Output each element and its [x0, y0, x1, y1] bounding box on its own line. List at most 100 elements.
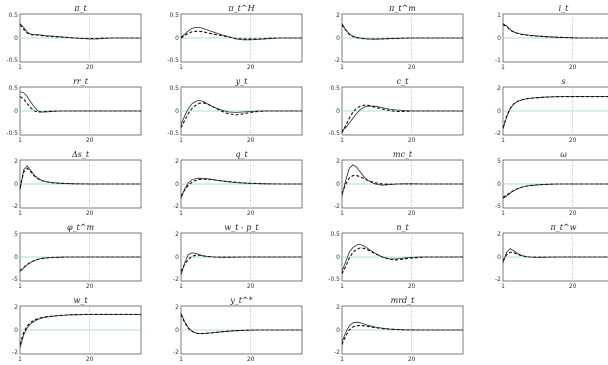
y-tick-label: 0 [336, 35, 340, 42]
y-tick-label: -2 [334, 349, 340, 356]
y-tick-label: 0 [14, 327, 18, 334]
y-tick-label: 2 [175, 158, 179, 165]
y-tick-label: 0 [14, 35, 18, 42]
panel: n_t 0.5 0 -0.51 20 [328, 223, 464, 290]
y-tick-label: 2 [175, 231, 179, 238]
x-tick-label: 20 [569, 64, 577, 71]
panel: s20-21 20 [495, 77, 608, 144]
panel: φ_t^m 5 0 -51 20 [12, 223, 142, 290]
series-line-solid [502, 96, 608, 130]
x-tick-label: 1 [340, 64, 344, 71]
x-tick-label: 20 [569, 210, 577, 217]
x-tick-label: 20 [408, 137, 416, 144]
panel: mc_t20-21 20 [334, 150, 464, 217]
y-tick-label: -2 [334, 57, 340, 64]
panel-title: c_t [397, 77, 409, 86]
series-line-dashed [502, 183, 608, 198]
y-tick-label: 2 [336, 304, 340, 311]
series-line-dashed [341, 175, 463, 194]
y-tick-label: 0 [14, 108, 18, 115]
panel-title: n_t [396, 223, 409, 232]
series-line-dashed [180, 178, 302, 197]
x-tick-label: 1 [18, 356, 22, 363]
y-tick-label: -2 [12, 203, 18, 210]
panel: π_t 0.5 0 -0.51 20 [6, 4, 142, 71]
x-tick-label: 20 [569, 137, 577, 144]
panel-title: mrd_t [391, 296, 416, 305]
panel-title: i_t [559, 4, 570, 13]
y-tick-label: 2 [497, 85, 501, 92]
y-tick-label: -2 [173, 276, 179, 283]
y-tick-label: -0.5 [328, 130, 340, 137]
panel-title: rr_t [73, 77, 89, 86]
series-line-solid [341, 23, 463, 40]
y-tick-label: 0 [175, 327, 179, 334]
panel-title: π_t [73, 4, 87, 13]
y-tick-label: -0.5 [167, 130, 179, 137]
x-tick-label: 1 [18, 64, 22, 71]
panel: π_t^w20-21 20 [495, 223, 608, 290]
series-line-dashed [19, 167, 141, 188]
y-tick-label: 0 [497, 181, 501, 188]
series-line-dashed [19, 24, 141, 40]
x-tick-label: 20 [86, 283, 94, 290]
series-line-solid [502, 23, 608, 39]
panel: y_t 0.5 0 -0.51 20 [167, 77, 303, 144]
x-tick-label: 20 [408, 64, 416, 71]
y-tick-label: -0.5 [6, 130, 18, 137]
y-tick-label: 5 [14, 231, 18, 238]
panel-title: w_t - p_t [224, 223, 259, 232]
x-tick-label: 1 [179, 64, 183, 71]
y-tick-label: -2 [495, 130, 501, 137]
x-tick-label: 20 [86, 210, 94, 217]
x-tick-label: 20 [86, 137, 94, 144]
series-line-solid [502, 183, 608, 199]
y-tick-label: 2 [336, 12, 340, 19]
panel: rr_t 0.5 0 -0.51 20 [6, 77, 142, 144]
y-tick-label: 2 [14, 304, 18, 311]
y-tick-label: 0 [175, 108, 179, 115]
panel: y_t^*20-21 20 [173, 296, 303, 363]
y-tick-label: 2 [175, 304, 179, 311]
series-line-dashed [502, 251, 608, 261]
y-tick-label: 0.5 [330, 231, 340, 238]
series-line-solid [180, 99, 302, 126]
x-tick-label: 20 [408, 283, 416, 290]
y-tick-label: 0 [497, 108, 501, 115]
y-tick-label: 2 [336, 158, 340, 165]
series-line-solid [180, 26, 302, 41]
x-tick-label: 1 [18, 283, 22, 290]
series-line-dashed [341, 324, 463, 345]
series-line-solid [502, 248, 608, 264]
y-tick-label: 0 [175, 254, 179, 261]
x-tick-label: 20 [408, 356, 416, 363]
x-tick-label: 20 [247, 137, 255, 144]
y-tick-label: 0.5 [169, 85, 179, 92]
series-line-dashed [341, 24, 463, 40]
y-tick-label: -2 [173, 349, 179, 356]
y-tick-label: -2 [173, 203, 179, 210]
y-tick-label: 0 [497, 254, 501, 261]
x-tick-label: 1 [340, 356, 344, 363]
y-tick-label: -0.5 [6, 57, 18, 64]
series-line-dashed [341, 247, 463, 275]
y-tick-label: 0.5 [8, 12, 18, 19]
panel-title: π_t^m [388, 4, 416, 13]
y-tick-label: 1 [497, 12, 501, 19]
series-line-solid [180, 252, 302, 276]
x-tick-label: 1 [501, 64, 505, 71]
y-tick-label: -2 [334, 203, 340, 210]
series-line-solid [341, 164, 463, 197]
panel: q_t20-21 20 [173, 150, 303, 217]
series-line-solid [341, 321, 463, 343]
panel: i_t10-11 20 [495, 4, 608, 71]
x-tick-label: 1 [18, 137, 22, 144]
panel: w_t20-21 20 [12, 296, 142, 363]
x-tick-label: 1 [340, 210, 344, 217]
series-line-solid [180, 177, 302, 199]
y-tick-label: 5 [497, 158, 501, 165]
series-line-dashed [502, 24, 608, 39]
y-tick-label: 0.5 [169, 12, 179, 19]
panel: Δs_t20-21 20 [12, 150, 142, 217]
x-tick-label: 1 [501, 210, 505, 217]
